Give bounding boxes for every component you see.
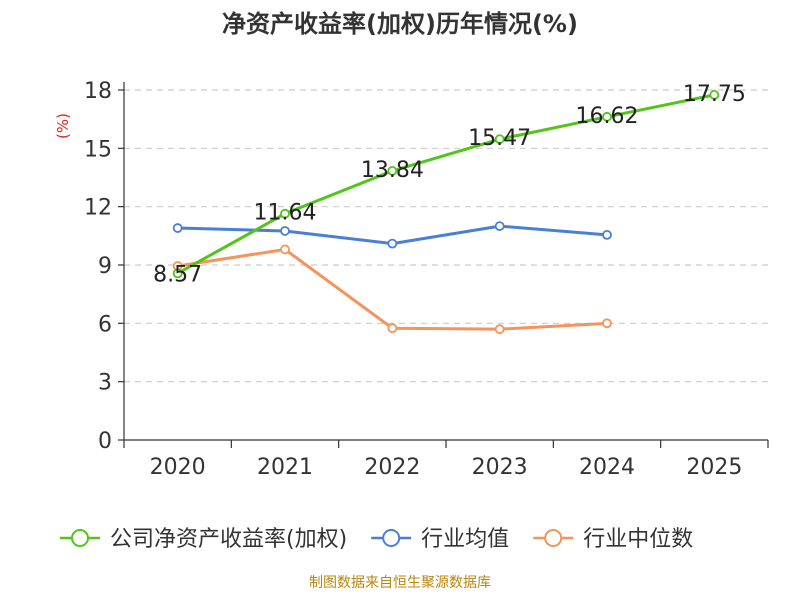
legend-item: 公司净资产收益率(加权) [60,527,347,552]
data-point [602,111,612,122]
data-label: 16.62 [576,104,639,129]
data-point [387,165,398,176]
x-tick-label: 2022 [364,455,420,480]
legend-label: 行业中位数 [583,527,693,552]
y-axis-label: (%) [54,113,72,139]
data-point [494,324,505,335]
data-label: 15.47 [468,126,531,151]
data-point [494,134,505,145]
x-tick-label: 2021 [257,455,313,480]
series-line [176,93,715,275]
data-point [602,229,612,240]
data-labels: 8.57 11.64 13.84 15.47 16.62 17.75 [153,82,746,288]
data-point [494,221,505,232]
y-tick-label: 6 [98,312,112,337]
legend-item: 行业均值 [371,527,509,552]
legend-item: 行业中位数 [533,527,693,552]
chart-title: 净资产收益率(加权)历年情况(%) [222,10,578,38]
data-point [709,89,720,100]
x-tick-label: 2020 [150,455,206,480]
x-tick-label: 2024 [579,455,635,480]
data-label: 13.84 [361,158,424,183]
x-tick-label: 2023 [472,455,528,480]
data-point [602,318,612,329]
data-point [172,223,183,233]
y-tick-label: 0 [98,429,112,454]
series-lines [172,89,720,335]
y-tick-label: 12 [84,196,112,221]
y-tick-label: 3 [98,371,112,396]
data-label: 11.64 [254,201,317,226]
y-tick-label: 9 [98,254,112,279]
legend-label: 行业均值 [421,527,509,552]
data-point [280,244,290,255]
axes: 0 3 6 9 12 15 18 (%) 2020 2021 2022 2023 2024 2025 [54,79,769,480]
x-tick-label: 2025 [686,455,742,480]
legend-label: 公司净资产收益率(加权) [110,527,347,552]
data-label: 8.57 [153,262,202,287]
grid-lines [124,89,768,383]
data-point [280,226,290,236]
data-point [387,238,398,249]
y-tick-label: 15 [84,137,112,162]
source-note: 制图数据来自恒生聚源数据库 [309,575,491,591]
legend-marker [544,529,563,547]
y-tick-label: 18 [84,79,112,104]
legend: 公司净资产收益率(加权) 行业均值 行业中位数 [60,527,693,552]
data-point [172,268,183,279]
data-point [280,208,290,219]
legend-marker [71,529,89,547]
data-label: 17.75 [683,82,746,107]
data-point [387,323,398,334]
legend-marker [382,529,401,547]
series-line [177,247,608,331]
